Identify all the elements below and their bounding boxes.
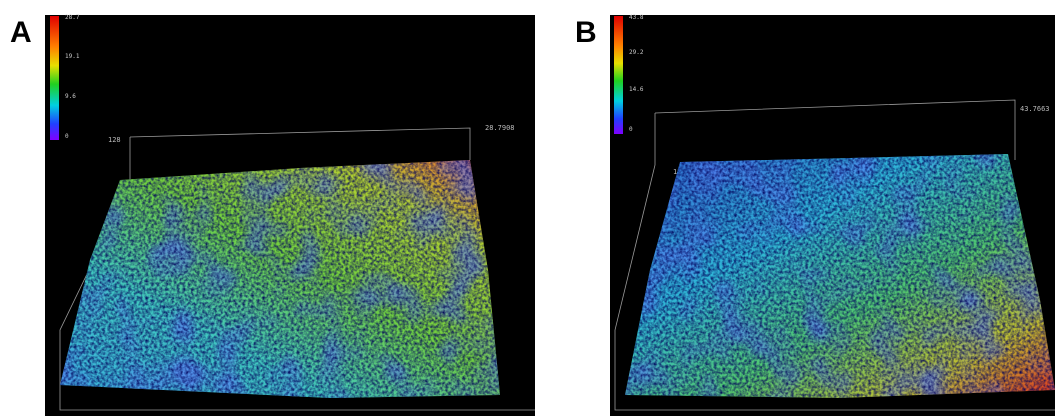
colorbar-tick: 19.1 [65,53,80,60]
colorbar [614,16,623,134]
colorbar-tick: 9.6 [65,93,76,100]
colorbar-tick: 43.8 [629,14,644,21]
axis-label: 43.7663 [1020,105,1050,113]
axis-label: 28.7908 [485,124,515,132]
bounding-box [654,99,1016,160]
colorbar-tick: 28.7 [65,14,80,21]
colorbar-tick: 29.2 [629,49,644,56]
surface [60,160,500,398]
colorbar-tick: 14.6 [629,86,644,93]
panel-label: B [575,16,597,49]
panel-label: A [10,16,32,49]
bounding-box [614,113,1055,411]
colorbar-tick: 0 [629,126,633,133]
axis-label: 128 [108,136,121,144]
bounding-box [59,137,535,411]
bounding-box [129,127,471,160]
colorbar [50,16,59,140]
surface [625,154,1055,398]
colorbar-tick: 0 [65,133,69,140]
